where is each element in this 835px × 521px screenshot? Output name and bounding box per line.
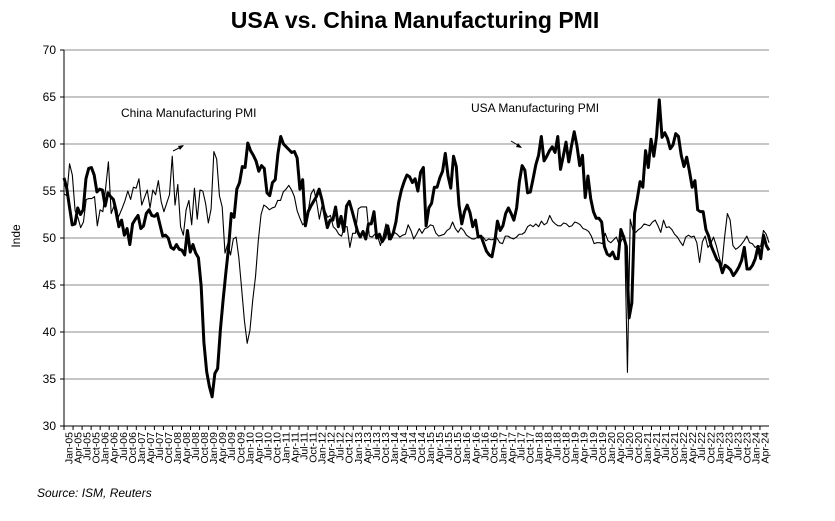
y-axis-label: Inde bbox=[9, 224, 23, 248]
gridlines bbox=[64, 50, 769, 379]
y-tick-label: 35 bbox=[43, 372, 57, 386]
y-tick-label: 45 bbox=[43, 278, 57, 292]
x-axis-ticks: Jan-05Apr-05Jul-05Oct-05Jan-06Apr-06Jul-… bbox=[64, 426, 772, 464]
y-tick-label: 60 bbox=[43, 137, 57, 151]
y-tick-label: 65 bbox=[43, 90, 57, 104]
y-tick-label: 40 bbox=[43, 325, 57, 339]
annotation-usa: USA Manufacturing PMI bbox=[471, 101, 599, 115]
y-tick-label: 50 bbox=[43, 231, 57, 245]
x-tick-label: Apr-24 bbox=[759, 432, 771, 464]
y-tick-label: 70 bbox=[43, 43, 57, 57]
annotation-china-arrowhead bbox=[178, 145, 184, 150]
annotation-china: China Manufacturing PMI bbox=[121, 106, 256, 120]
y-tick-label: 55 bbox=[43, 184, 57, 198]
chart-title: USA vs. China Manufacturing PMI bbox=[231, 7, 599, 33]
source-note: Source: ISM, Reuters bbox=[37, 486, 152, 500]
y-axis-ticks: 30 35 40 45 50 55 60 65 70 bbox=[43, 43, 64, 433]
y-tick-label: 30 bbox=[43, 419, 57, 433]
